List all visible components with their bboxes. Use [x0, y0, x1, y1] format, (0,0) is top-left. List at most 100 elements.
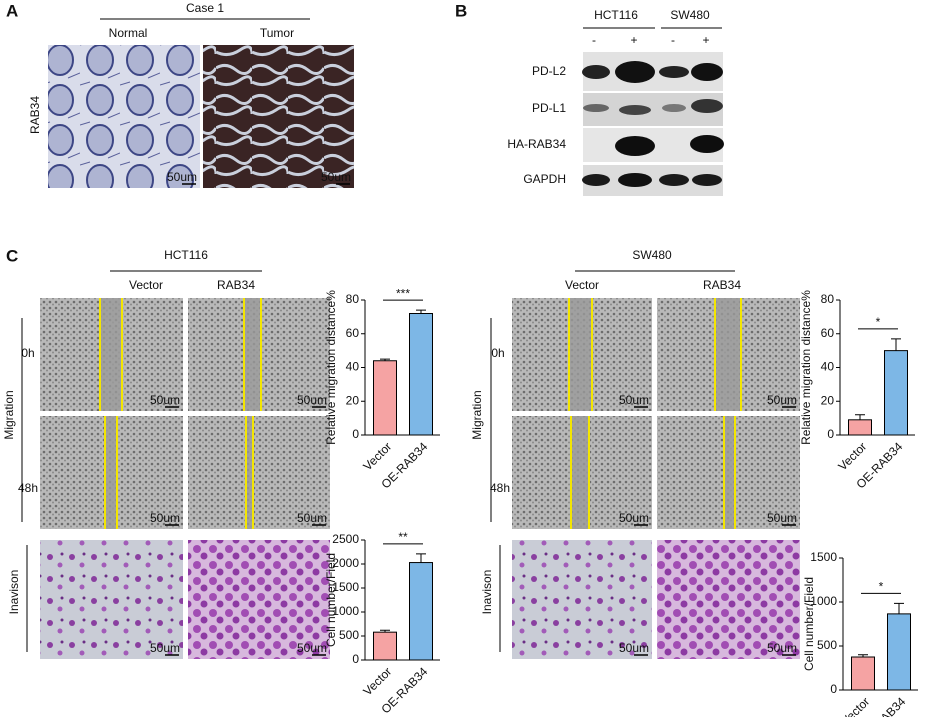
- y-tick-label: 0: [827, 427, 834, 441]
- micrograph: [188, 540, 330, 659]
- scratch-gap: [715, 298, 741, 411]
- scale-bar-label: 50um: [297, 393, 327, 407]
- bar: [848, 419, 872, 436]
- y-tick-label: 40: [346, 360, 360, 374]
- cell-line: SW480: [632, 248, 672, 262]
- bar: [887, 613, 911, 691]
- significance: *: [876, 315, 881, 329]
- scratch-gap: [724, 416, 735, 529]
- bar: [409, 313, 433, 436]
- x-tick-label: Vector: [360, 439, 394, 473]
- micrograph: [203, 45, 354, 188]
- y-tick-label: 20: [346, 393, 360, 407]
- protein-label: HA-RAB34: [507, 137, 566, 151]
- y-tick-label: 1000: [810, 594, 837, 608]
- bar-chart: 0 500 1000 1500 2000 2500 Cell number/Field Vec…: [324, 530, 440, 716]
- scale-bar-label: 50um: [167, 170, 197, 184]
- y-tick-label: 1000: [332, 604, 359, 618]
- scale-bar-label: 50um: [150, 511, 180, 525]
- panel-label: B: [455, 1, 467, 20]
- panel-label: A: [6, 1, 18, 20]
- error-bar: [855, 414, 865, 420]
- error-bar: [380, 629, 390, 633]
- scale-bar-label: 50um: [767, 393, 797, 407]
- protein-label: GAPDH: [523, 172, 566, 186]
- y-axis-label: Relative migration distance%: [324, 290, 338, 445]
- y-tick-label: 500: [817, 638, 837, 652]
- scratch-gap: [100, 298, 122, 411]
- row-label: Inavison: [480, 570, 494, 615]
- bar: [373, 360, 397, 436]
- significance: ***: [396, 286, 410, 300]
- column-label: RAB34: [703, 278, 741, 292]
- scale-bar-label: 50um: [619, 393, 649, 407]
- timepoint: 0h: [491, 346, 504, 360]
- y-tick-label: 60: [821, 326, 835, 340]
- y-tick-label: 2000: [332, 556, 359, 570]
- micrograph: [48, 45, 200, 188]
- column-label: Normal: [109, 26, 148, 40]
- y-tick-label: 1500: [810, 550, 837, 564]
- protein-label: PD-L1: [532, 101, 566, 115]
- cell-line: HCT116: [164, 248, 208, 262]
- panel-title: Case 1: [186, 1, 224, 15]
- scratch-gap: [244, 298, 261, 411]
- error-bar: [416, 553, 426, 563]
- scratch-gap: [569, 298, 592, 411]
- row-label: Inavison: [7, 570, 21, 615]
- micrograph: [657, 540, 800, 659]
- treatment: -: [671, 33, 675, 47]
- treatment: -: [592, 33, 596, 47]
- y-axis-label: Relative migration distance%: [799, 290, 813, 445]
- y-tick-label: 500: [339, 628, 359, 642]
- y-tick-label: 0: [352, 652, 359, 666]
- row-label: Migration: [470, 390, 484, 439]
- y-tick-label: 40: [821, 360, 835, 374]
- scratch-gap: [246, 416, 253, 529]
- y-tick-label: 1500: [332, 580, 359, 594]
- error-bar: [858, 654, 868, 657]
- scale-bar-label: 50um: [297, 511, 327, 525]
- y-tick-label: 80: [346, 292, 360, 306]
- scale-bar-label: 50um: [150, 393, 180, 407]
- scale-bar-label: 50um: [767, 641, 797, 655]
- x-tick-label: Vector: [360, 664, 394, 698]
- micrograph: [188, 416, 330, 529]
- row-label: Migration: [2, 390, 16, 439]
- timepoint: 48h: [18, 481, 38, 495]
- significance: *: [879, 579, 884, 593]
- scale-bar-label: 50um: [767, 511, 797, 525]
- error-bar: [416, 309, 426, 314]
- y-tick-label: 2500: [332, 532, 359, 546]
- scale-bar-label: 50um: [619, 641, 649, 655]
- bar-chart: 0 20 40 60 80 Relative migration distance% Vec…: [799, 290, 915, 491]
- y-axis-label: Cell number/Field: [802, 577, 816, 671]
- y-axis-label: Cell number/Field: [324, 553, 338, 647]
- timepoint: 48h: [490, 481, 510, 495]
- y-tick-label: 20: [821, 393, 835, 407]
- micrograph: [512, 540, 652, 659]
- scale-bar-label: 50um: [150, 641, 180, 655]
- x-tick-label: Vector: [838, 694, 872, 717]
- treatment: +: [630, 33, 637, 47]
- bar-chart: 0 20 40 60 80 Relative migration distance% Vec…: [324, 286, 440, 491]
- row-label: RAB34: [28, 96, 42, 134]
- bar: [373, 631, 397, 661]
- column-label: Tumor: [260, 26, 294, 40]
- bar: [884, 350, 908, 436]
- error-bar: [891, 338, 901, 351]
- western-blot: [582, 52, 724, 196]
- y-tick-label: 60: [346, 326, 360, 340]
- bar: [851, 656, 875, 691]
- protein-label: PD-L2: [532, 64, 566, 78]
- micrograph: [40, 540, 183, 659]
- x-tick-label: Vector: [835, 439, 869, 473]
- cell-line: HCT116: [594, 8, 638, 22]
- cell-line: SW480: [670, 8, 710, 22]
- error-bar: [894, 602, 904, 614]
- column-label: Vector: [129, 278, 163, 292]
- column-label: RAB34: [217, 278, 255, 292]
- scale-bar-label: 50um: [321, 170, 351, 184]
